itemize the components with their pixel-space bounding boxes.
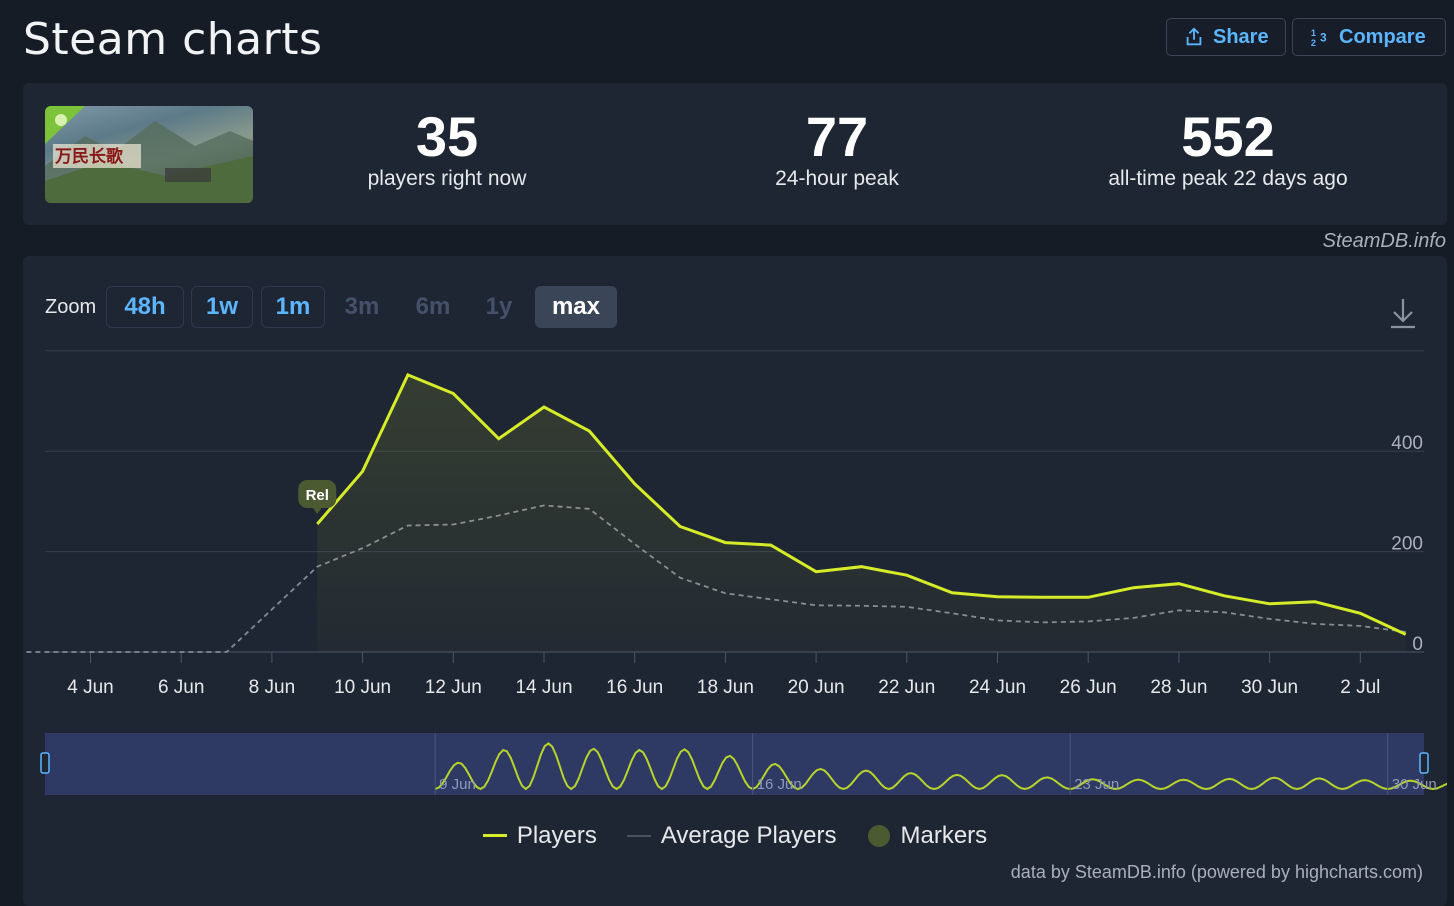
x-tick-label: 6 Jun: [158, 677, 204, 698]
players-area: [317, 374, 1406, 652]
x-tick-label: 22 Jun: [878, 677, 935, 698]
svg-text:1: 1: [1311, 28, 1316, 38]
player-chart: 0 200 400 4 Jun 6 Jun 8 Jun 10 Jun 12 Jun 14 Ju…: [23, 350, 1447, 795]
zoom-max-button[interactable]: max: [535, 286, 617, 328]
legend-players-label: Players: [516, 822, 597, 849]
x-tick-label: 28 Jun: [1150, 677, 1207, 698]
stat-24h-peak: 77 24-hour peak: [657, 103, 1017, 191]
markers-legend-dot: [867, 825, 890, 847]
share-icon: [1186, 27, 1202, 46]
x-tick-label: 18 Jun: [697, 677, 754, 698]
x-tick-label: 4 Jun: [67, 677, 113, 698]
current-players-value: 35: [415, 105, 479, 168]
navigator-handle[interactable]: [1419, 752, 1429, 774]
y-tick-label: 400: [1391, 433, 1423, 454]
navigator-tick-label: 16 Jun: [757, 776, 802, 793]
chart-legend: Players Average Players Markers: [23, 822, 1447, 850]
game-art-image: 万民长歌: [45, 106, 253, 203]
marker-badge[interactable]: [298, 480, 337, 508]
share-label: Share: [1213, 25, 1269, 48]
zoom-label: Zoom: [45, 296, 97, 318]
legend-players[interactable]: Players: [482, 822, 597, 850]
y-tick-label: 0: [1412, 634, 1423, 655]
y-tick-label: 200: [1391, 534, 1423, 555]
compare-icon: 12 3: [1311, 28, 1327, 48]
x-tick-label: 14 Jun: [515, 677, 572, 698]
zoom-48h-button[interactable]: 48h: [106, 286, 184, 328]
x-tick-label: 12 Jun: [425, 677, 482, 698]
average-legend-line: [626, 835, 651, 837]
navigator-range[interactable]: [45, 733, 1424, 795]
share-button[interactable]: Share: [1166, 18, 1286, 56]
peak-24h-label: 24-hour peak: [775, 167, 899, 190]
x-tick-label: 26 Jun: [1060, 677, 1117, 698]
zoom-1y-button: 1y: [485, 293, 513, 320]
svg-text:3: 3: [1320, 31, 1327, 45]
legend-markers-label: Markers: [900, 822, 988, 849]
zoom-6m-button: 6m: [415, 293, 451, 320]
game-thumbnail[interactable]: 万民长歌: [45, 106, 253, 203]
legend-average-label: Average Players: [660, 822, 837, 849]
stat-alltime-peak: 552 all-time peak 22 days ago: [1048, 103, 1408, 191]
peak-24h-value: 77: [805, 105, 869, 168]
download-icon[interactable]: [1389, 296, 1417, 335]
zoom-1m-button[interactable]: 1m: [261, 286, 325, 328]
chart-footer[interactable]: data by SteamDB.info (powered by highcha…: [1010, 862, 1423, 882]
navigator-tick-label: 30 Jun: [1392, 776, 1437, 793]
marker-label: Rel: [306, 487, 329, 504]
x-tick-label: 8 Jun: [249, 677, 295, 698]
stats-panel: 万民长歌 35 players right now 77 24-hour pea…: [23, 83, 1447, 225]
current-players-label: players right now: [367, 167, 527, 190]
navigator-series: [434, 742, 1447, 791]
steamdb-credit[interactable]: SteamDB.info: [1322, 230, 1446, 252]
release-marker[interactable]: Rel: [298, 480, 337, 514]
players-series[interactable]: [316, 372, 1407, 636]
x-tick-label: 2 Jul: [1340, 677, 1380, 698]
x-tick-label: 16 Jun: [606, 677, 663, 698]
svg-text:万民长歌: 万民长歌: [54, 146, 124, 166]
navigator[interactable]: 9 Jun 16 Jun 23 Jun 30 Jun: [40, 733, 1447, 795]
legend-average[interactable]: Average Players: [626, 822, 837, 850]
x-tick-label: 20 Jun: [788, 677, 845, 698]
marker-pointer: [312, 507, 323, 514]
players-legend-line: [482, 834, 507, 837]
navigator-tick-label: 9 Jun: [439, 776, 476, 793]
stat-current: 35 players right now: [267, 103, 627, 191]
zoom-1w-button[interactable]: 1w: [191, 286, 253, 328]
chart-panel: Zoom 48h 1w 1m 3m 6m 1y max 0 200 400 4 Ju…: [23, 256, 1447, 906]
alltime-peak-label: all-time peak 22 days ago: [1108, 167, 1348, 190]
page-title: Steam charts: [23, 14, 323, 65]
x-axis-labels: 4 Jun 6 Jun 8 Jun 10 Jun 12 Jun 14 Jun 16 Jun 1…: [67, 652, 1380, 698]
navigator-tick-label: 23 Jun: [1074, 776, 1119, 793]
y-axis-labels: 0 200 400: [1391, 433, 1423, 655]
alltime-peak-value: 552: [1181, 105, 1275, 168]
compare-label: Compare: [1339, 25, 1426, 48]
x-tick-label: 10 Jun: [334, 677, 391, 698]
x-tick-label: 30 Jun: [1241, 677, 1298, 698]
svg-text:2: 2: [1311, 38, 1316, 48]
legend-markers[interactable]: Markers: [867, 822, 988, 850]
zoom-3m-button: 3m: [344, 293, 380, 320]
x-tick-label: 24 Jun: [969, 677, 1026, 698]
navigator-handle[interactable]: [40, 752, 50, 774]
